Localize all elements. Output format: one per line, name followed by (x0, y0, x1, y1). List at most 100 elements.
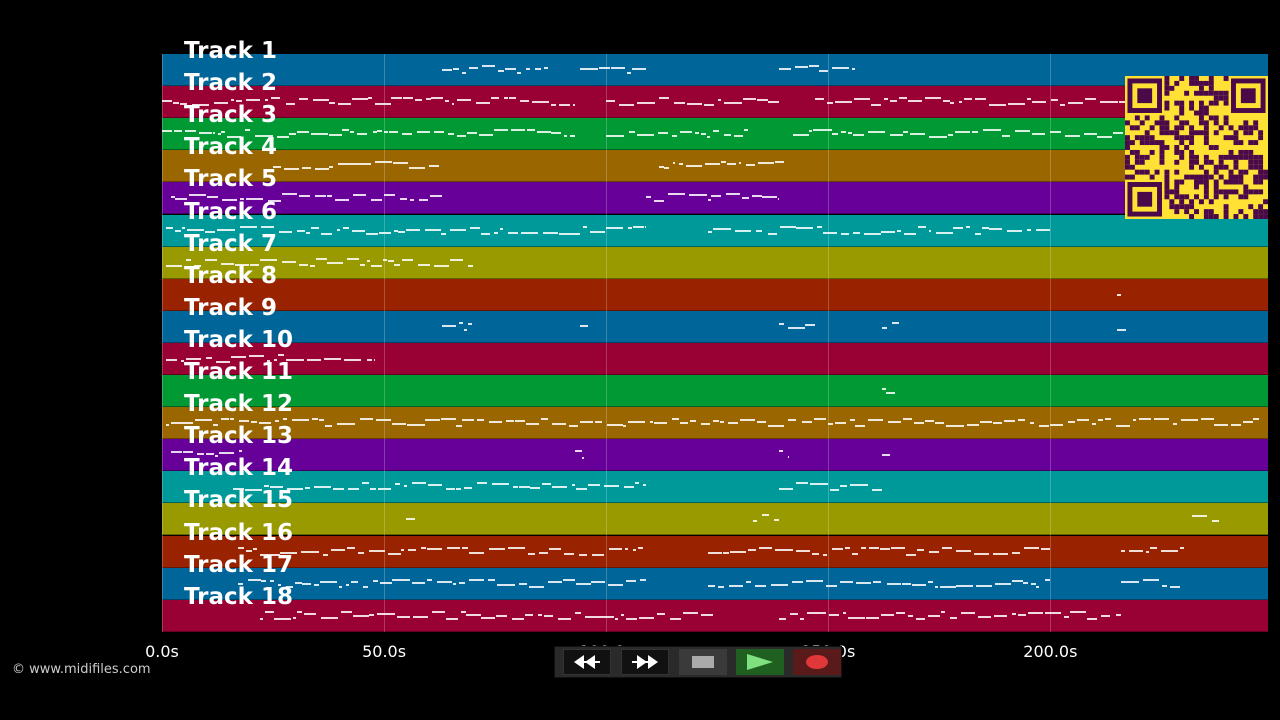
track-lane[interactable] (162, 54, 1268, 86)
midi-note (376, 419, 392, 422)
track-lane[interactable] (162, 150, 1268, 183)
midi-note (327, 261, 343, 264)
midi-note (445, 617, 458, 620)
midi-note (650, 421, 653, 424)
midi-note (928, 136, 947, 139)
midi-note (214, 455, 218, 458)
fast-forward-button[interactable] (621, 649, 669, 675)
midi-note (542, 231, 559, 234)
midi-note (285, 103, 296, 106)
midi-note (433, 131, 444, 134)
midi-note (166, 264, 183, 267)
midi-note (779, 488, 794, 491)
track-lane[interactable] (162, 182, 1268, 215)
midi-note (775, 548, 794, 551)
midi-note (391, 97, 402, 100)
midi-note (425, 98, 431, 101)
midi-note (220, 418, 230, 421)
midi-note (993, 552, 1009, 555)
record-button[interactable] (793, 649, 841, 675)
midi-note (952, 226, 963, 229)
midi-note (311, 226, 320, 229)
midi-note (755, 229, 763, 232)
midi-note (413, 615, 429, 618)
midi-note (1179, 546, 1184, 549)
midi-note (260, 225, 274, 228)
midi-note (552, 423, 566, 426)
track-lane[interactable] (162, 599, 1268, 632)
midi-note (814, 98, 824, 101)
midi-note (627, 72, 632, 74)
midi-note (312, 99, 330, 102)
midi-note (366, 358, 373, 361)
track-lane[interactable] (162, 471, 1268, 504)
midi-note (394, 229, 398, 232)
midi-note (863, 232, 881, 235)
rewind-button[interactable] (563, 649, 611, 675)
midi-note (518, 582, 527, 585)
midi-note (1180, 419, 1198, 422)
midi-note (762, 196, 777, 199)
midi-note (756, 99, 768, 102)
midi-note (637, 134, 654, 137)
midi-note (719, 421, 725, 424)
track-lane[interactable] (162, 503, 1268, 536)
track-lane[interactable] (162, 278, 1268, 311)
midi-note (1068, 102, 1084, 105)
midi-note (994, 582, 1012, 585)
midi-note (368, 613, 374, 616)
midi-note (913, 422, 925, 425)
track-lane[interactable] (162, 214, 1268, 247)
midi-note (468, 67, 478, 69)
midi-note (849, 419, 855, 422)
midi-note (653, 200, 664, 203)
stop-button[interactable] (679, 649, 727, 675)
play-button[interactable] (736, 649, 784, 675)
fast-forward-icon (632, 655, 658, 669)
midi-note (868, 546, 879, 549)
midi-note (237, 546, 245, 549)
track-lane[interactable] (162, 86, 1268, 119)
midi-note (491, 483, 510, 486)
track-lane[interactable] (162, 567, 1268, 600)
midi-note (780, 225, 796, 228)
midi-note (1022, 581, 1028, 584)
midi-note (370, 264, 382, 267)
midi-note (724, 134, 731, 137)
midi-note (847, 616, 866, 619)
midi-note (205, 356, 213, 359)
midi-note (491, 97, 500, 100)
track-lane[interactable] (162, 310, 1268, 343)
midi-note (388, 259, 394, 262)
midi-note (1004, 420, 1016, 423)
midi-note (907, 614, 913, 617)
midi-note (632, 68, 647, 70)
track-lane[interactable] (162, 407, 1268, 440)
midi-note (827, 423, 833, 426)
midi-note (879, 547, 890, 550)
midi-note (288, 133, 297, 136)
midi-note (695, 132, 700, 135)
midi-note (186, 422, 194, 425)
midi-note (1092, 423, 1097, 426)
track-lane[interactable] (162, 375, 1268, 407)
midi-note (221, 131, 226, 134)
piano-roll[interactable] (162, 54, 1268, 632)
midi-note (504, 68, 517, 70)
midi-note (352, 98, 368, 101)
midi-note (855, 425, 865, 428)
track-lane[interactable] (162, 439, 1268, 472)
midi-note (341, 610, 353, 613)
midi-note (1077, 419, 1090, 422)
track-lane[interactable] (162, 246, 1268, 279)
midi-note (615, 617, 618, 620)
midi-note (239, 225, 257, 228)
midi-note (170, 451, 182, 454)
midi-note (808, 130, 812, 133)
midi-note (264, 610, 274, 613)
midi-note (216, 228, 235, 231)
midi-note (723, 102, 742, 105)
rewind-icon (574, 655, 600, 669)
midi-note (775, 161, 784, 164)
midi-note (296, 131, 309, 134)
